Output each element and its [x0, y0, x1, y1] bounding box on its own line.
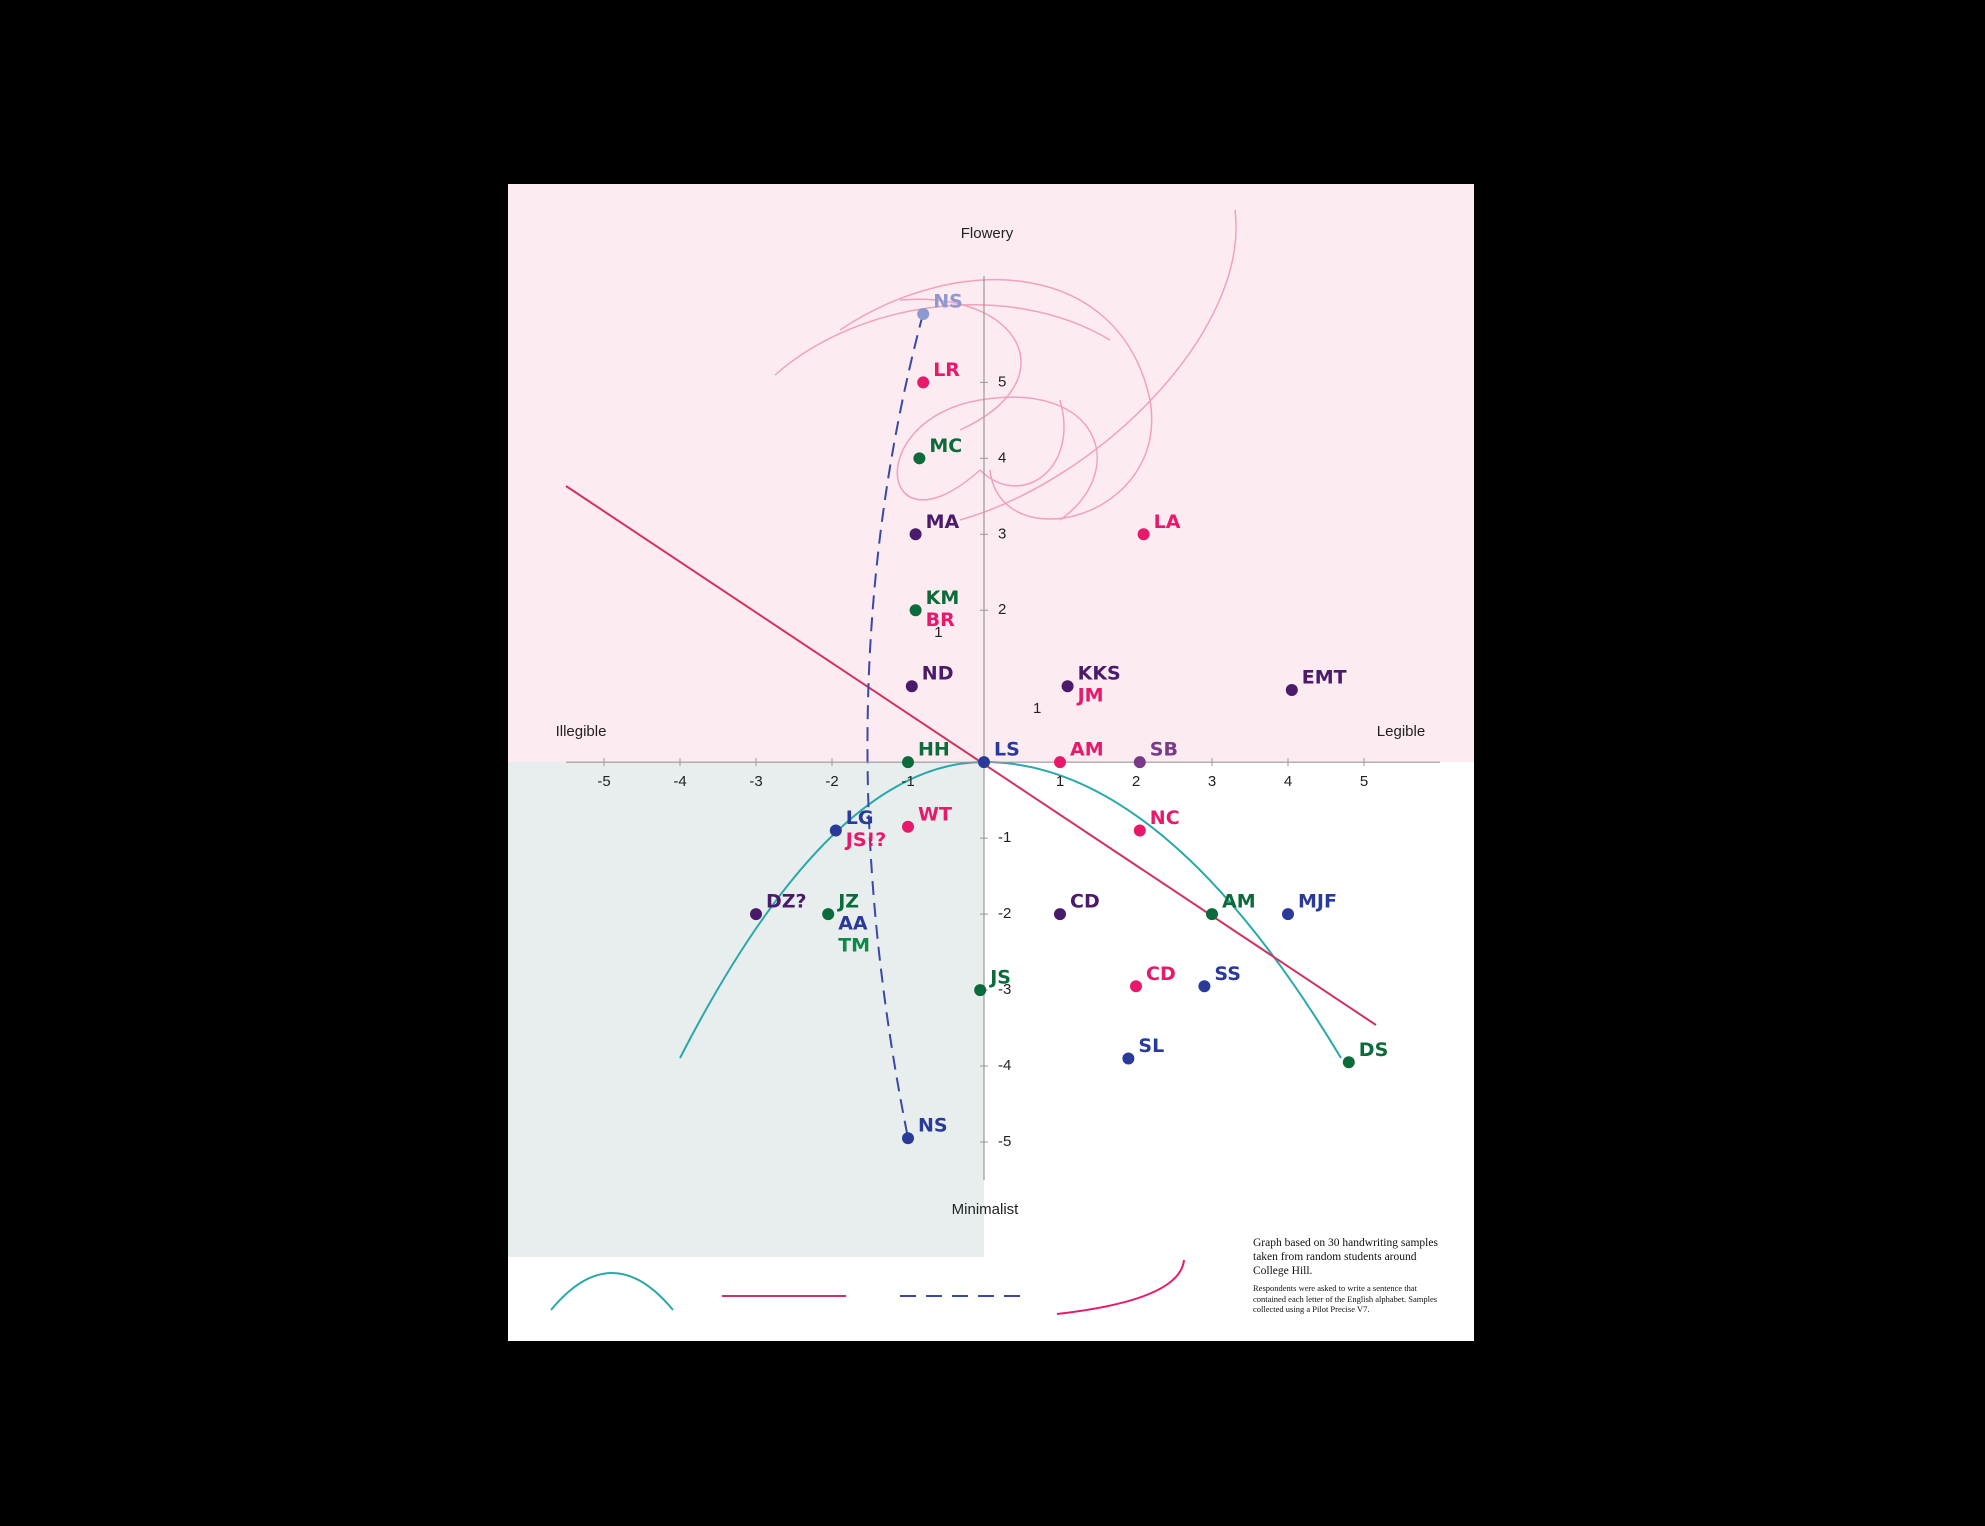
point	[1133, 756, 1146, 769]
point	[905, 680, 918, 693]
linear-fit	[565, 485, 1377, 1026]
point	[1342, 1056, 1355, 1069]
point	[902, 756, 914, 769]
point-label: KM	[926, 587, 960, 609]
point	[902, 1132, 914, 1145]
x-tick-label: -1	[901, 773, 914, 790]
point-label: EMT	[1302, 667, 1347, 689]
point-label: NS	[918, 1115, 948, 1137]
point-label: LA	[1154, 511, 1181, 533]
point-label: MC	[929, 435, 962, 457]
point	[913, 452, 926, 465]
point-label: LS	[994, 739, 1020, 761]
illegible-minimal-region	[508, 762, 984, 1257]
x-tick-label: 2	[1132, 773, 1140, 790]
point	[1133, 824, 1146, 837]
point	[909, 528, 922, 541]
point-label: CD	[1146, 963, 1176, 985]
point-label: ND	[922, 663, 954, 685]
point	[1061, 680, 1074, 693]
point-label: CD	[1070, 891, 1100, 913]
y-tick-label: 3	[998, 525, 1006, 542]
point	[974, 984, 987, 997]
point	[822, 908, 835, 921]
point	[978, 756, 990, 769]
x-tick-label: -3	[749, 773, 762, 790]
point	[750, 908, 762, 921]
point-label: AM	[1070, 739, 1104, 761]
point-label: DZ?	[766, 891, 807, 913]
y-tick-label: -3	[998, 981, 1011, 998]
x-label-right: Legible	[1377, 723, 1425, 740]
point-label: BR	[926, 609, 955, 631]
x-tick-label: 4	[1284, 773, 1292, 790]
point-label: NS	[933, 290, 963, 312]
x-label-left: Illegible	[556, 723, 607, 740]
point-label: SL	[1138, 1035, 1164, 1057]
point	[1206, 908, 1218, 921]
point-label: JS	[988, 967, 1011, 989]
point-label: TM	[838, 935, 870, 957]
point-label: SS	[1214, 963, 1241, 985]
point-label: HH	[918, 739, 950, 761]
note: Graph based on 30 handwriting samples ta…	[1253, 1236, 1449, 1320]
point-label: LR	[933, 359, 960, 381]
y-tick-label: -1	[998, 829, 1011, 846]
y-tick-label: -2	[998, 905, 1011, 922]
point	[829, 824, 842, 837]
point	[1130, 980, 1142, 993]
point	[917, 307, 930, 320]
x-tick-label: 1	[1056, 773, 1064, 790]
point-label: NC	[1150, 807, 1180, 829]
y-tick-label: 2	[998, 601, 1006, 618]
point-label: KKS	[1078, 663, 1121, 685]
point-label: WT	[918, 803, 952, 825]
point	[1137, 528, 1150, 541]
point	[1054, 908, 1066, 921]
y-label-bottom: Minimalist	[952, 1201, 1020, 1218]
point	[902, 820, 914, 833]
note-main: Graph based on 30 handwriting samples ta…	[1253, 1237, 1438, 1277]
point	[909, 604, 922, 617]
x-tick-label: -2	[825, 773, 838, 790]
point	[1122, 1052, 1135, 1065]
point-label: MJF	[1298, 891, 1337, 913]
point-label: JS!?	[844, 829, 886, 851]
point	[1285, 684, 1298, 697]
legend-loop	[1056, 1259, 1185, 1315]
x-tick-label: -5	[597, 773, 610, 790]
y-label-top: Flowery	[961, 225, 1014, 242]
annotation: 1	[1033, 700, 1041, 717]
point	[1282, 908, 1294, 921]
point-label: JZ	[836, 891, 859, 913]
y-tick-label: -5	[998, 1133, 1011, 1150]
point-label: AM	[1222, 891, 1256, 913]
x-tick-label: 5	[1360, 773, 1368, 790]
point-label: JM	[1076, 685, 1104, 707]
point	[1054, 756, 1066, 769]
dashed-fit	[866, 313, 924, 1139]
y-tick-label: 4	[998, 449, 1006, 466]
point	[1198, 980, 1211, 993]
y-tick-label: -4	[998, 1057, 1011, 1074]
point-label: LG	[846, 807, 874, 829]
note-detail: Respondents were asked to write a senten…	[1253, 1283, 1438, 1314]
x-tick-label: 3	[1208, 773, 1216, 790]
point-label: SB	[1150, 739, 1178, 761]
point-label: MA	[926, 511, 960, 533]
point-label: AA	[838, 913, 868, 935]
annotation: 1	[934, 624, 942, 641]
point	[917, 376, 930, 389]
x-tick-label: -4	[673, 773, 686, 790]
y-tick-label: 5	[998, 373, 1006, 390]
point-label: DS	[1359, 1039, 1388, 1061]
legend-parabola	[550, 1272, 674, 1311]
decorative-loops	[774, 209, 1237, 521]
